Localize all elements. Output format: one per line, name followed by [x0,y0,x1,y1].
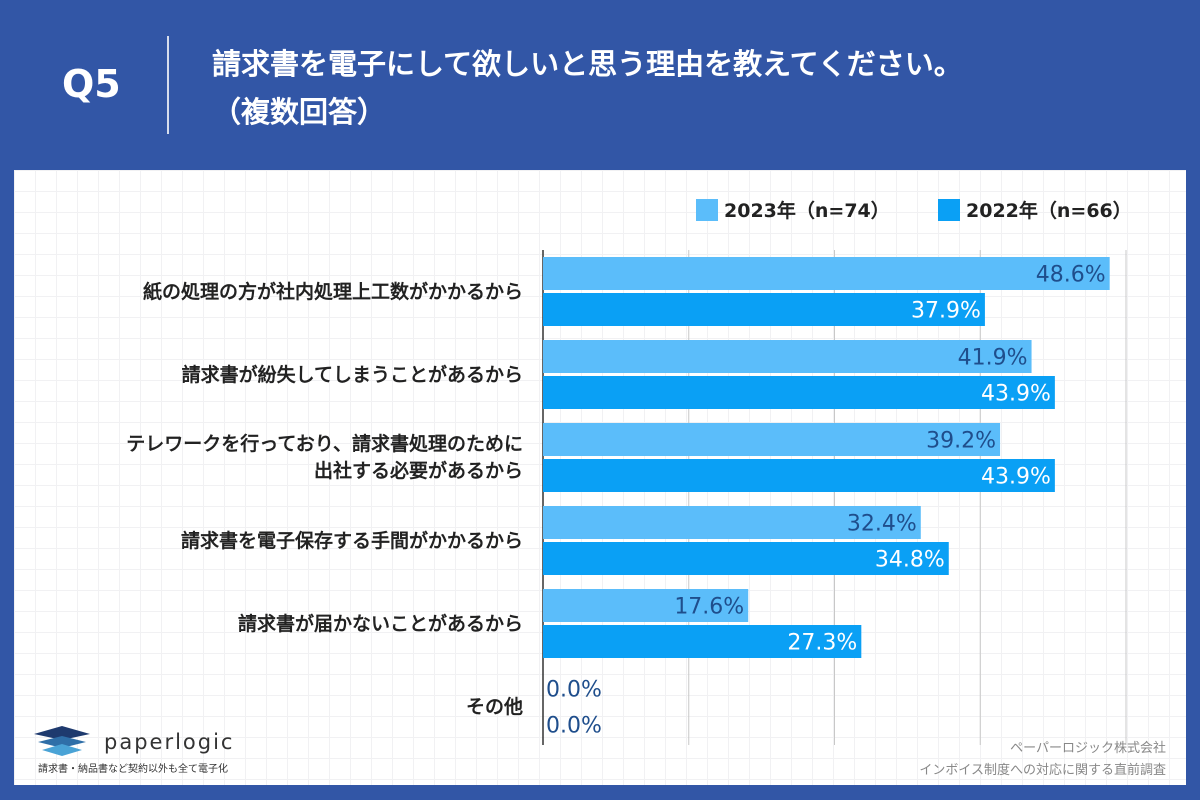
data-label: 0.0% [546,678,602,703]
bar-2023 [543,589,749,622]
data-label: 34.8% [875,548,945,573]
bar-2022 [543,293,985,326]
bar-2023 [543,423,1001,456]
legend-swatch [938,198,960,221]
legend-2022: 2022年（n=66） [938,196,1132,223]
logo-text: paperlogic [104,730,235,754]
data-label: 0.0% [546,714,602,739]
data-label: 17.6% [674,595,744,620]
data-label: 32.4% [847,512,917,537]
data-label: 43.9% [981,465,1051,490]
paperlogic-logo: paperlogic 請求書・納品書など契約以外も全て電子化 [32,722,232,775]
bar-2022 [543,459,1055,492]
logo-mark-icon [34,726,90,756]
category-label: 請求書が紛失してしまうことがあるから [182,362,523,389]
logo-tagline: 請求書・納品書など契約以外も全て電子化 [38,764,228,775]
category-label: その他 [466,694,523,721]
credit-company: ペーパーロジック株式会社 [1010,741,1166,756]
data-label: 41.9% [958,346,1028,371]
category-label-line: 請求書が紛失してしまうことがあるから [181,363,523,386]
bar-2023 [543,257,1110,290]
data-label: 43.9% [981,382,1051,407]
bar-2023 [543,506,921,539]
page-title: 請求書を電子にして欲しいと思う理由を教えてください。 （複数回答） [212,40,963,136]
legend-swatch [696,198,718,221]
category-label-line: その他 [465,695,523,718]
bar-2022 [543,625,862,658]
data-label: 48.6% [1036,263,1106,288]
category-label: 請求書を電子保存する手間がかかるから [181,528,523,555]
category-label-line: 紙の処理の方が社内処理上工数がかかるから [142,280,523,303]
legend-label: 2023年（n=74） [724,200,890,222]
bar-2022 [543,542,949,575]
category-label: 請求書が届かないことがあるから [238,611,523,638]
data-label: 39.2% [926,429,996,454]
bar-2023 [543,340,1032,373]
title-line1: 請求書を電子にして欲しいと思う理由を教えてください。 [212,47,963,81]
category-label-line: テレワークを行っており、請求書処理のために [126,433,523,455]
category-label-line: 出社する必要があるから [313,460,523,482]
category-label-line: 請求書を電子保存する手間がかかるから [180,529,523,552]
category-label-line: 請求書が届かないことがあるから [237,612,523,635]
category-label: 紙の処理の方が社内処理上工数がかかるから [143,279,523,306]
credit-survey: インボイス制度への対応に関する直前調査 [919,763,1166,778]
data-label: 37.9% [911,299,981,324]
legend-label: 2022年（n=66） [966,200,1132,222]
legend-2023: 2023年（n=74） [696,196,890,223]
bar-2022 [543,376,1055,409]
question-number: Q5 [62,62,121,106]
divider [167,36,169,134]
data-label: 27.3% [787,631,857,656]
title-line2: （複数回答） [212,95,387,129]
category-label: テレワークを行っており、請求書処理のために出社する必要があるから [126,431,523,485]
